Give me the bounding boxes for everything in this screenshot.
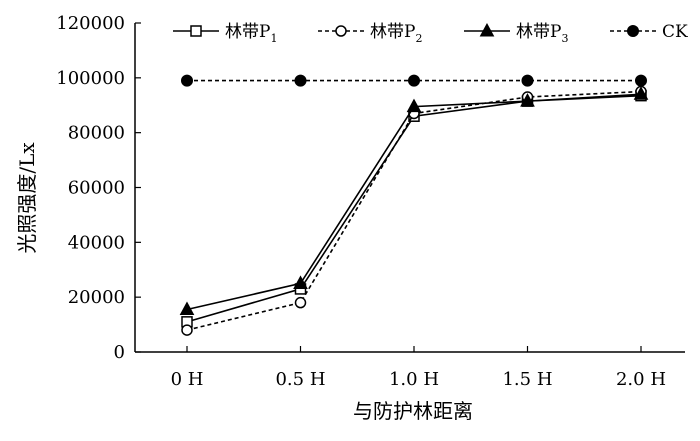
- legend-marker: [190, 25, 202, 37]
- x-tick-label: 1.0 H: [389, 369, 439, 390]
- legend: 林带P1 林带P2 林带P3 CK: [173, 22, 688, 45]
- legend-marker: [627, 25, 639, 37]
- y-tick-label: 120000: [56, 13, 125, 34]
- series-4: [181, 74, 647, 87]
- y-tick-label: 20000: [68, 287, 125, 308]
- data-point: [294, 74, 307, 87]
- legend-label: CK: [662, 22, 688, 42]
- data-point: [520, 93, 535, 107]
- y-tick-label: 0: [114, 342, 125, 363]
- y-tick-label: 80000: [68, 123, 125, 144]
- series-3: [179, 86, 649, 316]
- axes: 0 20000 40000 60000 80000 100000 120000 0 H 0.5 …: [56, 13, 685, 390]
- series-line: [186, 93, 642, 311]
- data-point: [294, 296, 307, 309]
- legend-label: 林带P2: [370, 22, 422, 45]
- data-point: [406, 98, 422, 113]
- data-point: [293, 275, 308, 289]
- data-point: [181, 324, 193, 336]
- series-1: [181, 89, 647, 328]
- legend-item-2: 林带P2: [318, 22, 422, 45]
- legend-marker: [479, 22, 495, 37]
- legend-label-subscript: 1: [270, 32, 277, 45]
- data-point: [635, 74, 647, 87]
- legend-marker: [335, 25, 347, 37]
- data-point: [181, 74, 193, 87]
- y-tick-label: 100000: [56, 68, 125, 89]
- x-tick-label: 2.0 H: [616, 369, 666, 390]
- legend-item-3: 林带P3: [464, 22, 568, 45]
- legend-label-subscript: 3: [561, 32, 568, 45]
- data-point: [633, 86, 649, 100]
- legend-item-4: CK: [610, 22, 688, 42]
- data-point: [179, 301, 195, 316]
- series-2: [181, 85, 647, 336]
- series-line: [186, 94, 642, 323]
- x-tick-label: 1.5 H: [502, 369, 552, 390]
- x-tick-label: 0 H: [171, 369, 204, 390]
- data-point: [521, 74, 534, 87]
- legend-item-1: 林带P1: [173, 22, 277, 45]
- legend-label: 林带P1: [225, 22, 277, 45]
- legend-label-subscript: 2: [415, 32, 422, 45]
- y-tick-label: 40000: [68, 232, 125, 253]
- x-tick-label: 0.5 H: [275, 369, 325, 390]
- y-axis-title: 光照强度/Lx: [15, 142, 39, 254]
- data-point: [408, 74, 420, 87]
- y-tick-label: 60000: [68, 178, 125, 199]
- x-axis-title: 与防护林距离: [353, 399, 473, 423]
- legend-label: 林带P3: [516, 22, 568, 45]
- series-layer: [179, 74, 649, 336]
